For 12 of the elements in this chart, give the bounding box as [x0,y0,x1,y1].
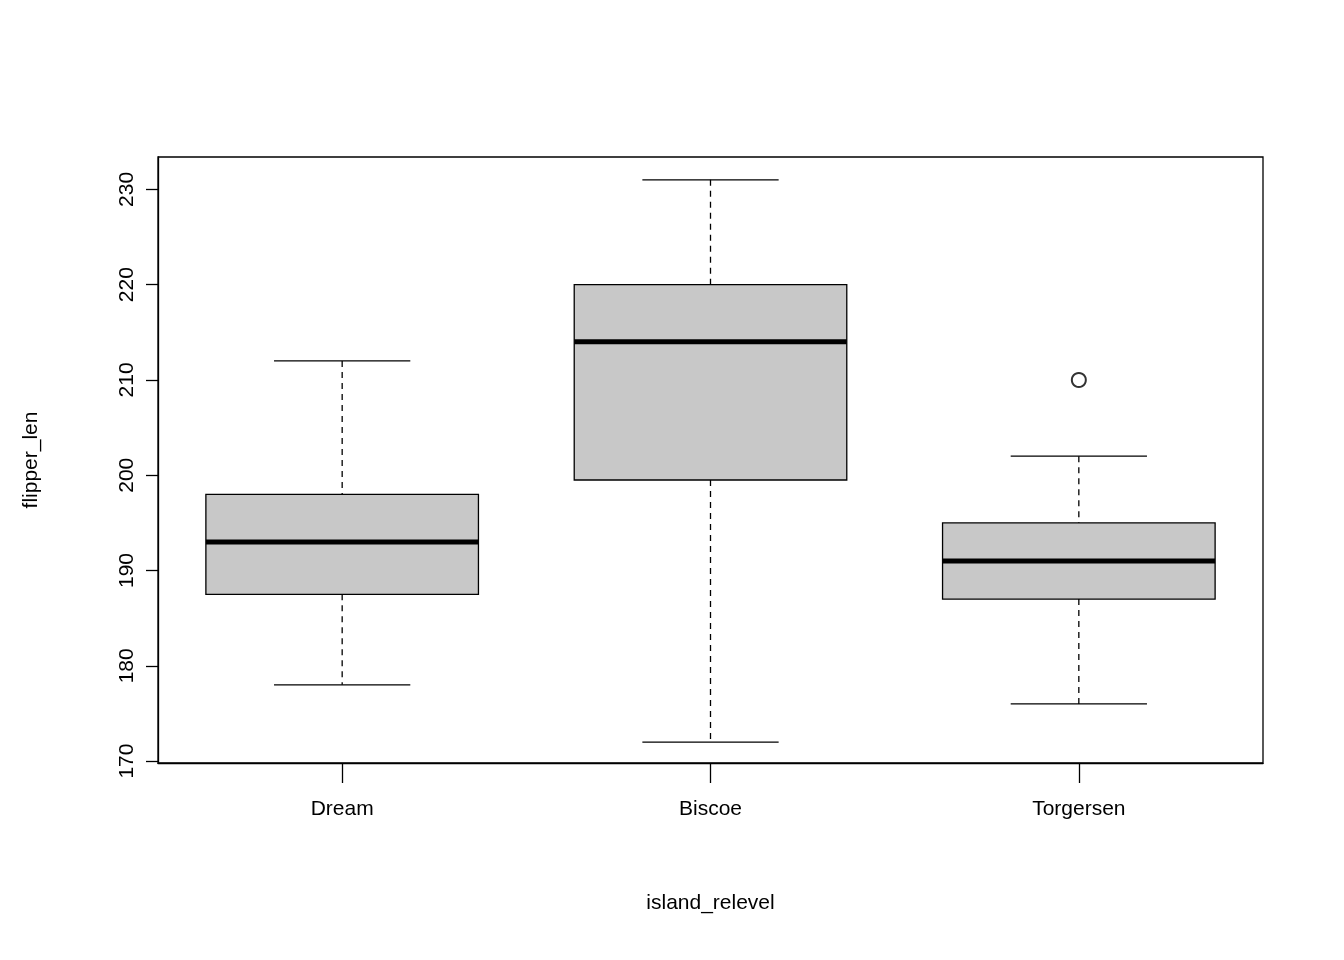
y-tick-label: 180 [114,648,137,684]
y-tick-label: 190 [114,553,137,589]
y-tick-label: 170 [114,743,137,779]
x-tick-label: Dream [310,796,374,819]
y-tick-label: 210 [114,362,137,398]
y-tick-label: 200 [114,457,137,493]
x-axis-title: island_relevel [646,890,775,914]
y-tick-label: 230 [114,171,137,207]
y-axis-title: flipper_len [18,411,42,509]
x-tick-label: Torgersen [1032,796,1126,819]
x-tick-label: Biscoe [678,796,743,819]
y-tick-label: 220 [114,267,137,303]
